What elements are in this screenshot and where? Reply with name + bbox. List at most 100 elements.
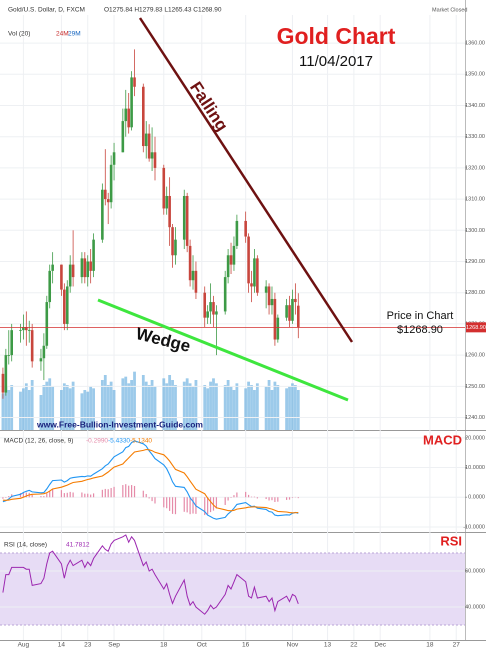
volume-bar (127, 383, 131, 430)
y-tick-label: 1260.00 (465, 353, 485, 359)
volume-bar (276, 385, 280, 430)
candle-body (39, 358, 43, 362)
macd-histogram-bar (286, 497, 288, 500)
macd-histogram-bar (204, 497, 206, 516)
candle-body (223, 277, 227, 312)
volume-bar (1, 393, 5, 430)
y-tick-label: 1280.00 (465, 290, 485, 296)
volume-bar (10, 385, 14, 430)
candle-body (267, 286, 271, 306)
macd-histogram-bar (63, 493, 65, 498)
candle-body (144, 133, 148, 147)
volume-bar (223, 385, 227, 430)
macd-histogram-bar (192, 497, 194, 514)
candle-body (42, 345, 46, 359)
volume-bar (100, 380, 104, 430)
macd-histogram-bar (166, 497, 168, 509)
candle-body (188, 245, 192, 281)
macd-histogram-bar (154, 497, 156, 504)
candle-body (68, 264, 72, 287)
x-tick-label: 22 (350, 642, 358, 649)
macd-histogram-bar (22, 492, 24, 498)
candle-body (182, 195, 186, 240)
volume-bar (267, 380, 271, 430)
macd-histogram-bar (69, 491, 71, 498)
candle-body (63, 289, 66, 324)
macd-histogram-bar (107, 489, 109, 498)
candle-body (71, 264, 75, 278)
y-tick-label: 20.0000 (465, 435, 485, 441)
macd-histogram-bar (133, 485, 136, 498)
candle-body (103, 189, 107, 200)
candle-body (162, 167, 166, 209)
macd-histogram-bar (183, 497, 185, 512)
price-value: $1268.90 (397, 324, 443, 336)
macd-histogram-bar (186, 497, 188, 513)
volume-bar (209, 381, 212, 430)
indicator-label: MACD (12, 26, close, 9) (4, 438, 73, 445)
macd-histogram-bar (227, 497, 229, 501)
volume-bar (229, 386, 233, 430)
candle-body (294, 298, 297, 303)
candle-body (30, 330, 34, 362)
macd-histogram-bar (297, 497, 299, 499)
volume-bar (174, 385, 177, 430)
candle-body (185, 195, 189, 246)
macd-histogram-bar (288, 497, 291, 500)
macd-histogram-bar (247, 494, 250, 498)
candle-body (288, 305, 291, 321)
volume-bar (45, 381, 49, 430)
volume-bar (264, 386, 268, 430)
volume-bar (92, 388, 95, 430)
candle-body (45, 302, 49, 346)
volume-bar (68, 388, 72, 430)
candle-body (153, 152, 157, 168)
candle-body (147, 133, 151, 159)
website-label: www.Free-Bullion-Investment-Guide.com (36, 419, 203, 429)
volume-bar (19, 391, 22, 430)
candle-body (10, 330, 13, 356)
volume-bar (4, 386, 8, 430)
x-tick-label: Aug (18, 642, 30, 649)
candle-body (171, 227, 174, 256)
candle-body (7, 355, 11, 356)
macd-histogram-bar (5, 497, 7, 498)
macd-histogram-bar (46, 493, 48, 498)
macd-line (2, 448, 299, 514)
macd-histogram-bar (128, 485, 130, 498)
x-tick-label: 18 (160, 642, 168, 649)
candle-body (109, 164, 113, 203)
candle-body (215, 311, 218, 315)
volume-bar (147, 385, 151, 430)
y-tick-label: 1310.00 (465, 197, 485, 203)
volume-bar (65, 385, 69, 430)
macd-histogram-bar (19, 493, 22, 498)
price-tag-label: 1268.90 (466, 325, 486, 331)
macd-histogram-bar (268, 497, 270, 501)
volume-bar (212, 378, 215, 430)
macd-histogram-bar (40, 496, 42, 498)
macd-histogram-bar (233, 495, 235, 498)
indicator-value: 41.7812 (66, 542, 90, 549)
macd-histogram-bar (212, 497, 215, 511)
candle-body (212, 302, 215, 315)
candle-body (106, 199, 110, 203)
macd-histogram-bar (271, 497, 273, 501)
candle-body (1, 373, 5, 393)
volume-bar (71, 381, 75, 430)
symbol-label: Gold/U.S. Dollar, D, FXCM (8, 7, 85, 14)
macd-histogram-bar (110, 488, 112, 498)
volume-value: 29M (68, 31, 81, 38)
candle-body (194, 270, 198, 293)
macd-histogram-bar (66, 492, 68, 498)
macd-histogram-bar (92, 493, 95, 498)
candle-body (226, 255, 230, 278)
macd-histogram-bar (87, 493, 89, 498)
macd-histogram-bar (52, 488, 54, 498)
macd-histogram-bar (209, 497, 212, 513)
volume-bar (27, 390, 31, 430)
macd-histogram-bar (291, 497, 294, 498)
volume-bar (24, 383, 28, 430)
candle-body (244, 220, 247, 237)
volume-bar (121, 378, 125, 430)
